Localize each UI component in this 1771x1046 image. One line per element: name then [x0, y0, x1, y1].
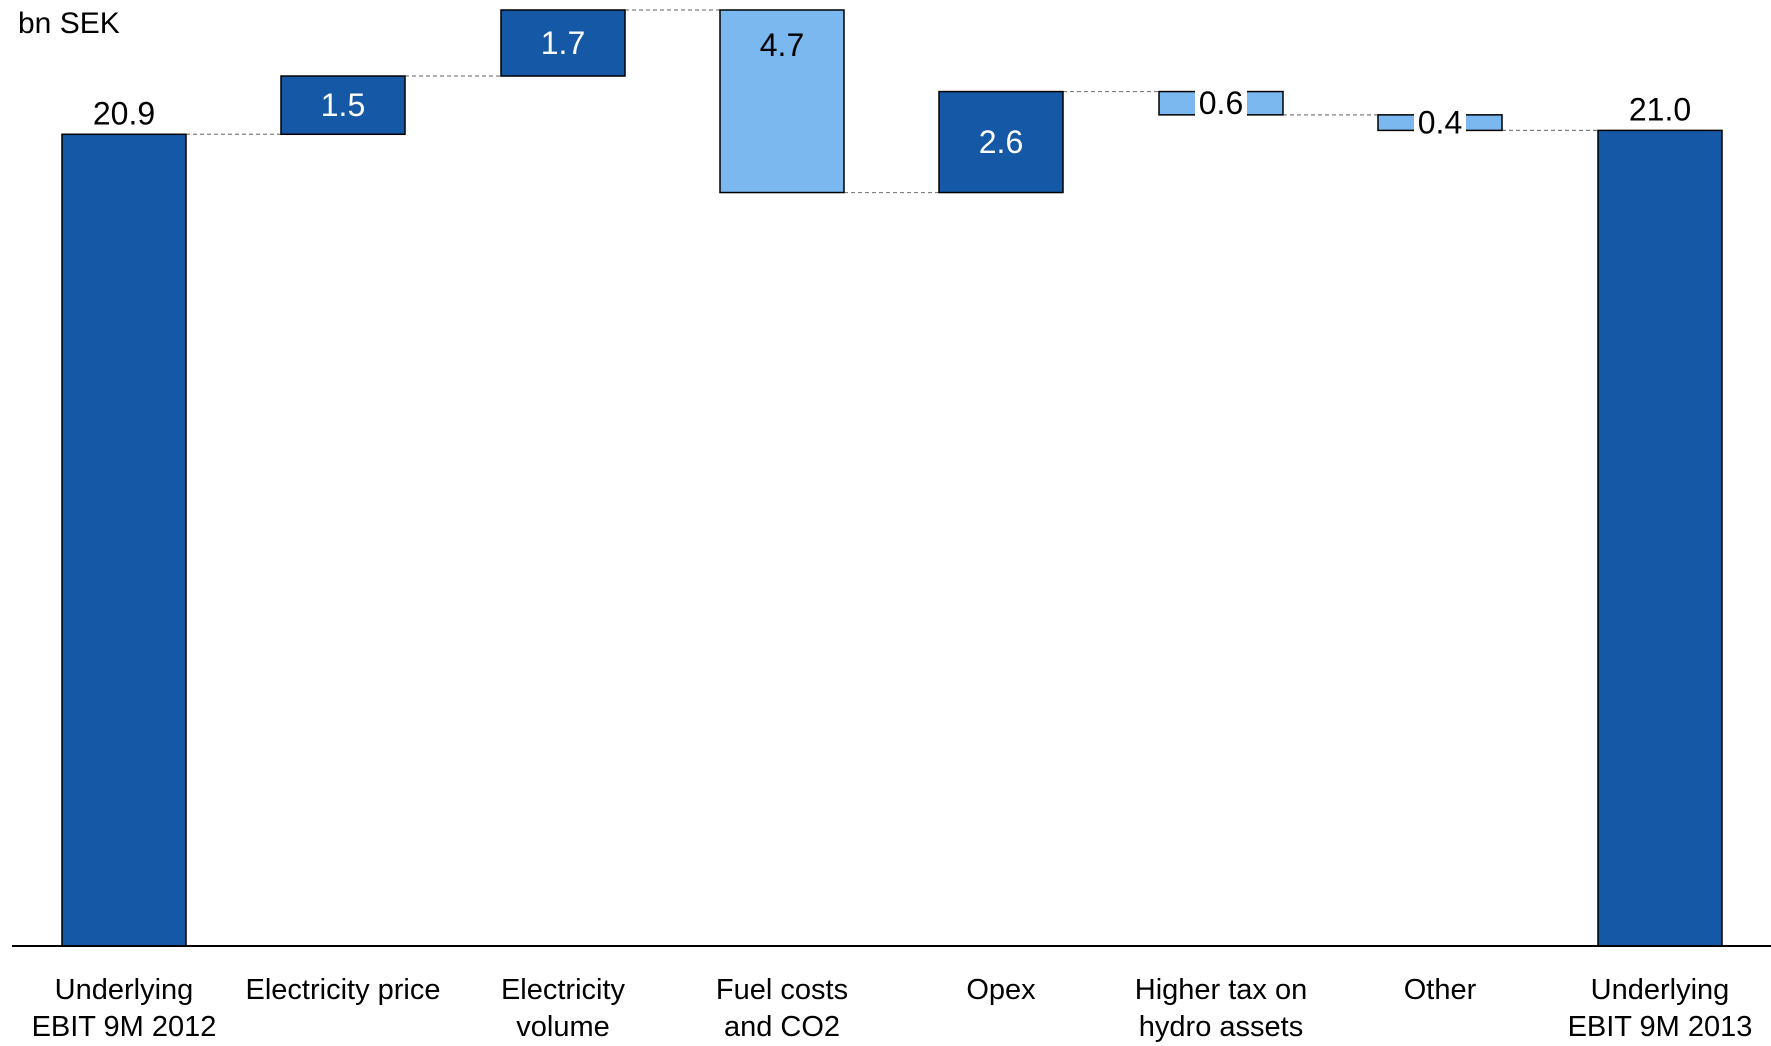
value-label-2: 1.7 [541, 25, 585, 61]
category-labels: Underlying EBIT 9M 2012 Electricity price E… [32, 974, 1753, 1043]
category-label-1: Electricity price [246, 974, 441, 1006]
bar-7 [1597, 129, 1723, 947]
bar-4 [938, 90, 1064, 194]
category-label-7: Underlying EBIT 9M 2013 [1568, 974, 1753, 1043]
bar-3 [719, 9, 845, 194]
category-label-0: Underlying EBIT 9M 2012 [32, 974, 217, 1043]
value-label-6: 0.4 [1418, 105, 1462, 141]
category-label-3: Fuel costs and CO2 [716, 974, 848, 1043]
category-label-2: Electricity volume [501, 974, 626, 1043]
value-label-bg-5 [1195, 86, 1247, 125]
value-label-0: 20.9 [93, 95, 155, 131]
category-label-6: Other [1404, 974, 1477, 1006]
bar-1 [280, 75, 406, 136]
value-label-3: 4.7 [760, 27, 804, 63]
value-labels: 20.9 1.5 1.7 4.7 2.6 0.6 0.4 21.0 [93, 25, 1691, 160]
value-label-1: 1.5 [321, 87, 365, 123]
category-label-5: Higher tax on hydro assets [1135, 974, 1308, 1043]
bar-0 [61, 133, 187, 947]
bars [61, 9, 1723, 947]
value-label-bg-6 [1414, 105, 1466, 144]
connector-lines [186, 9, 1598, 194]
bar-2 [500, 9, 626, 77]
value-label-7: 21.0 [1629, 91, 1691, 127]
unit-label: bn SEK [18, 7, 120, 40]
value-label-5: 0.6 [1199, 85, 1243, 121]
category-label-4: Opex [966, 974, 1036, 1006]
value-label-4: 2.6 [979, 124, 1023, 160]
